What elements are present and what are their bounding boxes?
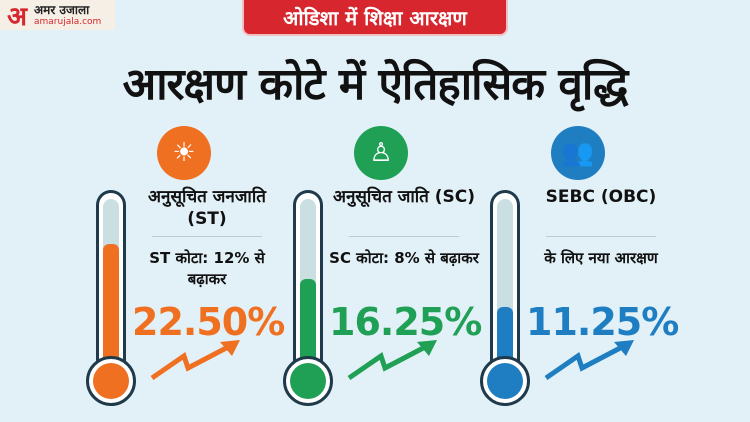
category-name: अनुसूचित जाति (SC): [332, 187, 475, 207]
amar-ujala-logo: अ अमर उजाला amarujala.com: [0, 0, 115, 32]
trend-up-arrow-icon: [347, 340, 437, 381]
thermometer-bulb: [480, 356, 530, 406]
logo-site: amarujala.com: [34, 16, 102, 27]
quota-column: ☀ अनुसूचित जनजाति (ST) ST कोटा: 12% से ब…: [80, 0, 285, 422]
thermometer: [96, 190, 126, 370]
thermometer-bulb: [283, 356, 333, 406]
quota-value: 11.25%: [526, 300, 679, 344]
tribal-face-icon: ☀: [157, 126, 211, 180]
thermometer-fill: [103, 244, 119, 370]
logo-name: अमर उजाला: [34, 2, 90, 17]
category-note: SC कोटा: 8% से बढ़ाकर: [329, 249, 479, 267]
category-name: SEBC (OBC): [545, 187, 657, 207]
trend-up-arrow-icon: [150, 340, 240, 381]
divider: [546, 236, 656, 237]
category-name: अनुसूचित जनजाति (ST): [148, 187, 266, 229]
people-group-icon: 👥: [551, 126, 605, 180]
thermometer-bulb: [86, 356, 136, 406]
quota-value: 22.50%: [132, 300, 285, 344]
thermometer-fill: [300, 279, 316, 370]
thermometer: [293, 190, 323, 370]
trend-up-arrow-icon: [544, 340, 634, 381]
category-note: के लिए नया आरक्षण: [544, 249, 658, 267]
quota-column: 👥 SEBC (OBC) के लिए नया आरक्षण 11.25%: [474, 0, 679, 422]
quota-value: 16.25%: [329, 300, 482, 344]
category-note: ST कोटा: 12% से बढ़ाकर: [149, 249, 265, 288]
thermometer-fill: [497, 307, 513, 370]
divider: [152, 236, 262, 237]
topic-tag: ओडिशा में शिक्षा आरक्षण: [242, 0, 508, 36]
headline: आरक्षण कोटे में ऐतिहासिक वृद्धि: [122, 59, 629, 110]
quota-column: ♙ अनुसूचित जाति (SC) SC कोटा: 8% से बढ़ा…: [277, 0, 482, 422]
thermometer: [490, 190, 520, 370]
hands-person-icon: ♙: [354, 126, 408, 180]
divider: [349, 236, 459, 237]
logo-mark: अ: [7, 2, 27, 32]
